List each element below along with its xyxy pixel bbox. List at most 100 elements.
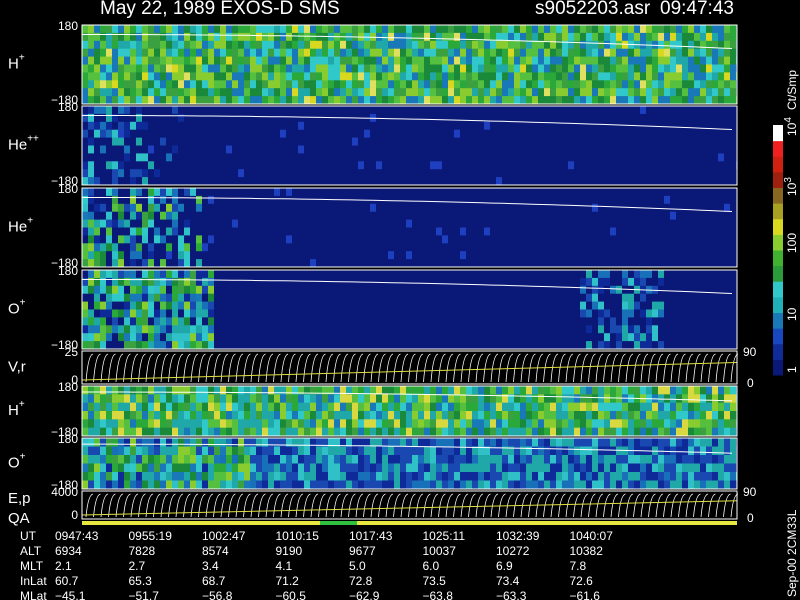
spectrogram-cell — [604, 293, 610, 303]
spectrogram-cell — [328, 64, 334, 73]
spectrogram-cell — [460, 72, 466, 81]
spectrogram-cell — [652, 153, 658, 162]
spectrogram-cell — [160, 106, 166, 115]
spectrogram-cell — [442, 169, 448, 178]
spectrogram-cell — [112, 219, 118, 228]
spectrogram-cell — [574, 113, 580, 123]
spectrogram-cell — [154, 32, 160, 42]
spectrogram-cell — [538, 113, 544, 123]
spectrogram-cell — [412, 161, 418, 170]
spectrogram-cell — [466, 285, 472, 295]
spectrogram-cell — [718, 106, 724, 115]
spectrogram-cell — [124, 121, 130, 131]
spectrogram-cell — [298, 301, 304, 310]
spectrogram-cell — [352, 169, 358, 178]
spectrogram-cell — [316, 402, 322, 412]
spectrogram-cell — [352, 64, 358, 73]
spectrogram-cell — [580, 317, 586, 326]
spectrogram-cell — [382, 88, 388, 97]
spectrogram-cell — [322, 169, 328, 178]
spectrogram-cell — [634, 427, 640, 437]
spectrogram-cell — [124, 419, 130, 429]
spectrogram-cell — [556, 251, 562, 260]
spectrogram-cell — [412, 341, 418, 350]
spectrogram-cell — [634, 227, 640, 236]
spectrogram-cell — [256, 203, 262, 213]
spectrogram-cell — [340, 293, 346, 303]
spectrogram-cell — [142, 394, 148, 404]
spectrogram-cell — [634, 219, 640, 228]
spectrogram-cell — [718, 259, 724, 268]
spectrogram-cell — [256, 309, 262, 318]
spectrogram-cell — [292, 293, 298, 303]
spectrogram-cell — [202, 177, 208, 186]
spectrogram-cell — [394, 203, 400, 213]
spectrogram-cell — [364, 137, 370, 146]
spectrogram-cell — [628, 243, 634, 252]
spectrogram-cell — [430, 153, 436, 162]
spectrogram-cell — [322, 40, 328, 50]
spectrogram-cell — [616, 259, 622, 268]
spectrogram-cell — [400, 121, 406, 131]
spectrogram-cell — [724, 32, 730, 42]
spectrogram-cell — [496, 96, 502, 105]
spectrogram-cell — [544, 48, 550, 58]
spectrogram-cell — [202, 188, 208, 197]
spectrogram-cell — [202, 251, 208, 260]
spectrogram-cell — [82, 145, 88, 154]
spectrogram-cell — [640, 227, 646, 236]
spectrogram-cell — [730, 121, 736, 131]
spectrogram-cell — [148, 293, 154, 303]
spectrogram-cell — [112, 169, 118, 178]
spectrogram-cell — [238, 145, 244, 154]
spectrogram-cell — [250, 419, 256, 429]
spectrogram-cell — [250, 386, 256, 395]
spectrogram-cell — [376, 219, 382, 228]
spectrogram-cell — [370, 341, 376, 350]
spectrogram-cell — [406, 211, 412, 221]
spectrogram-cell — [466, 121, 472, 131]
spectrogram-cell — [598, 48, 604, 58]
spectrogram-cell — [676, 80, 682, 89]
spectrogram-cell — [316, 32, 322, 42]
spectrogram-cell — [244, 25, 250, 34]
spectrogram-cell — [586, 195, 592, 205]
spectrogram-cell — [178, 137, 184, 146]
spectrogram-cell — [328, 169, 334, 178]
spectrogram-cell — [214, 195, 220, 205]
spectrogram-cell — [664, 203, 670, 213]
spectrogram-cell — [256, 32, 262, 42]
spectrogram-cell — [556, 88, 562, 97]
spectrogram-cell — [268, 235, 274, 244]
spectrogram-cell — [442, 80, 448, 89]
spectrogram-cell — [412, 121, 418, 131]
spectrogram-cell — [358, 270, 364, 279]
spectrogram-cell — [214, 96, 220, 105]
spectrogram-cell — [388, 80, 394, 89]
spectrogram-cell — [682, 325, 688, 334]
spectrogram-cell — [370, 301, 376, 310]
spectrogram-cell — [448, 137, 454, 146]
spectrogram-cell — [550, 25, 556, 34]
spectrogram-cell — [508, 227, 514, 236]
spectrogram-cell — [730, 32, 736, 42]
spectrogram-cell — [364, 161, 370, 170]
spectrogram-cell — [430, 301, 436, 310]
spectrogram-cell — [652, 96, 658, 105]
spectrogram-cell — [160, 270, 166, 279]
spectrogram-cell — [322, 96, 328, 105]
spectrogram-cell — [412, 411, 418, 420]
spectrogram-cell — [682, 32, 688, 42]
spectrogram-cell — [328, 293, 334, 303]
spectrogram-cell — [592, 270, 598, 279]
spectrogram-cell — [352, 40, 358, 50]
spectrogram-cell — [238, 188, 244, 197]
spectrogram-cell — [418, 106, 424, 115]
spectrogram-cell — [334, 203, 340, 213]
spectrogram-cell — [640, 235, 646, 244]
spectrogram-cell — [724, 88, 730, 97]
spectrogram-cell — [628, 325, 634, 334]
spectrogram-cell — [346, 394, 352, 404]
spectrogram-cell — [670, 259, 676, 268]
spectrogram-cell — [700, 145, 706, 154]
